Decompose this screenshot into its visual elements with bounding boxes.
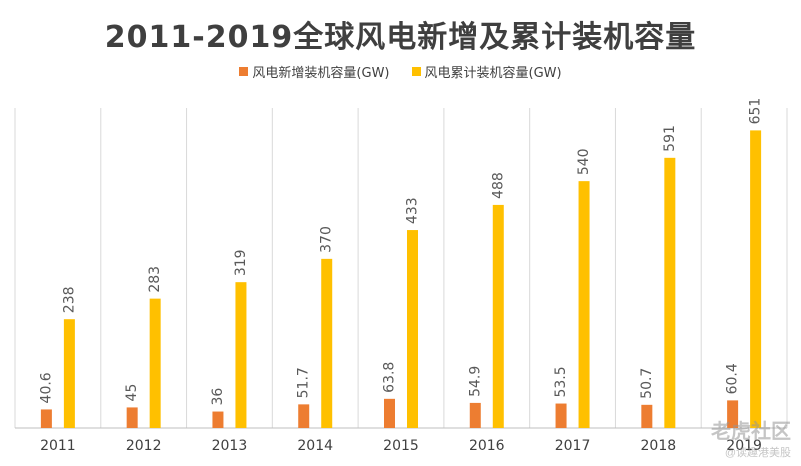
data-label: 60.4 — [725, 363, 741, 394]
data-label: 651 — [748, 98, 764, 125]
data-label: 433 — [405, 197, 421, 224]
legend-swatch-new-capacity — [239, 67, 249, 76]
data-label: 50.7 — [639, 368, 655, 399]
data-label: 40.6 — [38, 372, 54, 403]
data-label: 63.8 — [382, 362, 398, 393]
watermark: 老虎社区 @读趣港美股 — [711, 415, 791, 460]
data-label: 53.5 — [553, 366, 569, 397]
bar — [469, 402, 481, 428]
data-label: 54.9 — [467, 366, 483, 397]
watermark-handle: @读趣港美股 — [724, 447, 791, 459]
bar — [664, 157, 676, 429]
watermark-brand: 老虎社区 — [711, 421, 791, 443]
bar — [641, 404, 653, 428]
x-tick-label: 2018 — [641, 438, 677, 454]
x-tick-label: 2013 — [212, 438, 248, 454]
data-label: 488 — [490, 172, 506, 199]
x-tick-label: 2015 — [383, 438, 419, 454]
bar — [384, 398, 395, 428]
bar — [407, 230, 418, 428]
bar — [321, 258, 333, 428]
data-label: 238 — [61, 286, 77, 313]
legend-swatch-cumulative-capacity — [411, 67, 421, 76]
bar — [578, 181, 590, 428]
chart-legend: 风电新增装机容量(GW) 风电累计装机容量(GW) — [0, 62, 801, 81]
legend-item-cumulative-capacity: 风电累计装机容量(GW) — [411, 62, 562, 81]
x-tick-label: 2012 — [126, 438, 162, 454]
x-tick-label: 2014 — [297, 438, 333, 454]
bar — [149, 298, 161, 428]
x-tick-label: 2019 — [726, 438, 762, 454]
x-tick-label: 2017 — [555, 438, 591, 454]
bar — [492, 204, 504, 428]
bar — [40, 409, 52, 428]
bar — [235, 282, 247, 428]
data-label: 319 — [233, 249, 249, 276]
bar — [727, 400, 739, 428]
data-label: 370 — [319, 226, 335, 253]
data-label: 36 — [210, 388, 226, 406]
bar — [555, 403, 567, 428]
x-tick-label: 2016 — [469, 438, 505, 454]
legend-label-new-capacity: 风电新增装机容量(GW) — [252, 66, 390, 81]
legend-label-cumulative-capacity: 风电累计装机容量(GW) — [424, 66, 562, 81]
data-label: 540 — [576, 148, 592, 175]
bar — [750, 130, 762, 428]
bar — [212, 411, 224, 428]
bar — [63, 319, 75, 428]
bar — [298, 404, 310, 428]
data-label: 591 — [662, 125, 678, 152]
x-tick-label: 2011 — [40, 438, 76, 454]
data-label: 51.7 — [296, 367, 312, 398]
legend-item-new-capacity: 风电新增装机容量(GW) — [239, 62, 390, 81]
chart-title: 2011-2019全球风电新增及累计装机容量 — [104, 20, 697, 55]
data-label: 283 — [147, 266, 163, 293]
bar — [126, 407, 138, 428]
data-label: 45 — [124, 384, 140, 402]
